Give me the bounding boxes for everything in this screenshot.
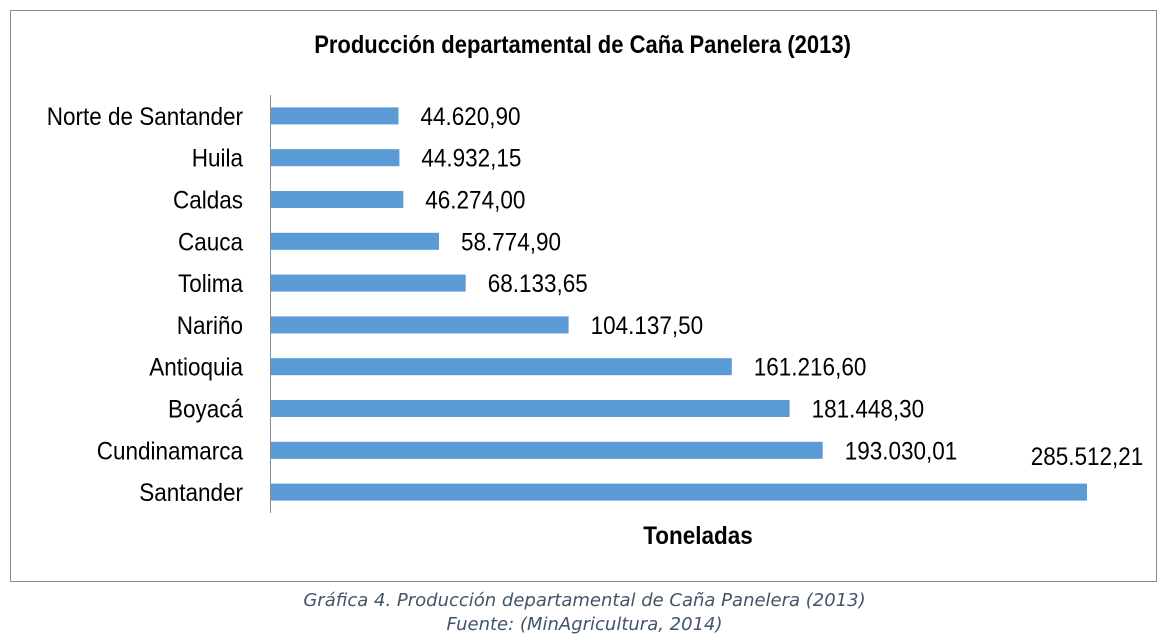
category-label: Antioquia — [149, 354, 243, 382]
data-label: 46.274,00 — [425, 186, 525, 214]
data-label: 104.137,50 — [591, 312, 704, 340]
bar-7 — [271, 400, 790, 417]
bar-0 — [271, 107, 399, 125]
category-label: Tolima — [178, 270, 244, 298]
bar-4 — [271, 274, 466, 292]
bar-8 — [271, 441, 823, 459]
data-label: 181.448,30 — [812, 395, 925, 423]
bar-5 — [271, 316, 569, 334]
data-label: 161.216,60 — [754, 354, 867, 382]
data-label: 58.774,90 — [461, 228, 561, 256]
data-label: 68.133,65 — [488, 270, 588, 298]
chart-title: Producción departamental de Caña Paneler… — [314, 31, 851, 59]
bar-3 — [271, 232, 439, 250]
category-label: Norte de Santander — [47, 103, 243, 131]
category-label: Cundinamarca — [97, 437, 244, 465]
category-label: Santander — [139, 479, 243, 507]
data-label: 193.030,01 — [845, 437, 958, 465]
bar-2 — [271, 191, 404, 208]
category-label: Nariño — [177, 312, 243, 340]
data-label: 44.932,15 — [421, 145, 521, 173]
bar-1 — [271, 149, 400, 167]
category-label: Boyacá — [168, 395, 244, 423]
category-label: Caldas — [173, 186, 243, 214]
figure-source: Fuente: (MinAgricultura, 2014) — [446, 614, 723, 635]
x-axis-label: Toneladas — [643, 522, 753, 550]
bar-9 — [271, 483, 1087, 501]
category-label: Cauca — [178, 228, 244, 256]
figure-caption: Gráfica 4. Producción departamental de C… — [303, 590, 866, 611]
data-label: 44.620,90 — [421, 103, 521, 131]
category-label: Huila — [192, 145, 244, 173]
bar-6 — [271, 358, 732, 376]
data-label: 285.512,21 — [1031, 443, 1144, 471]
